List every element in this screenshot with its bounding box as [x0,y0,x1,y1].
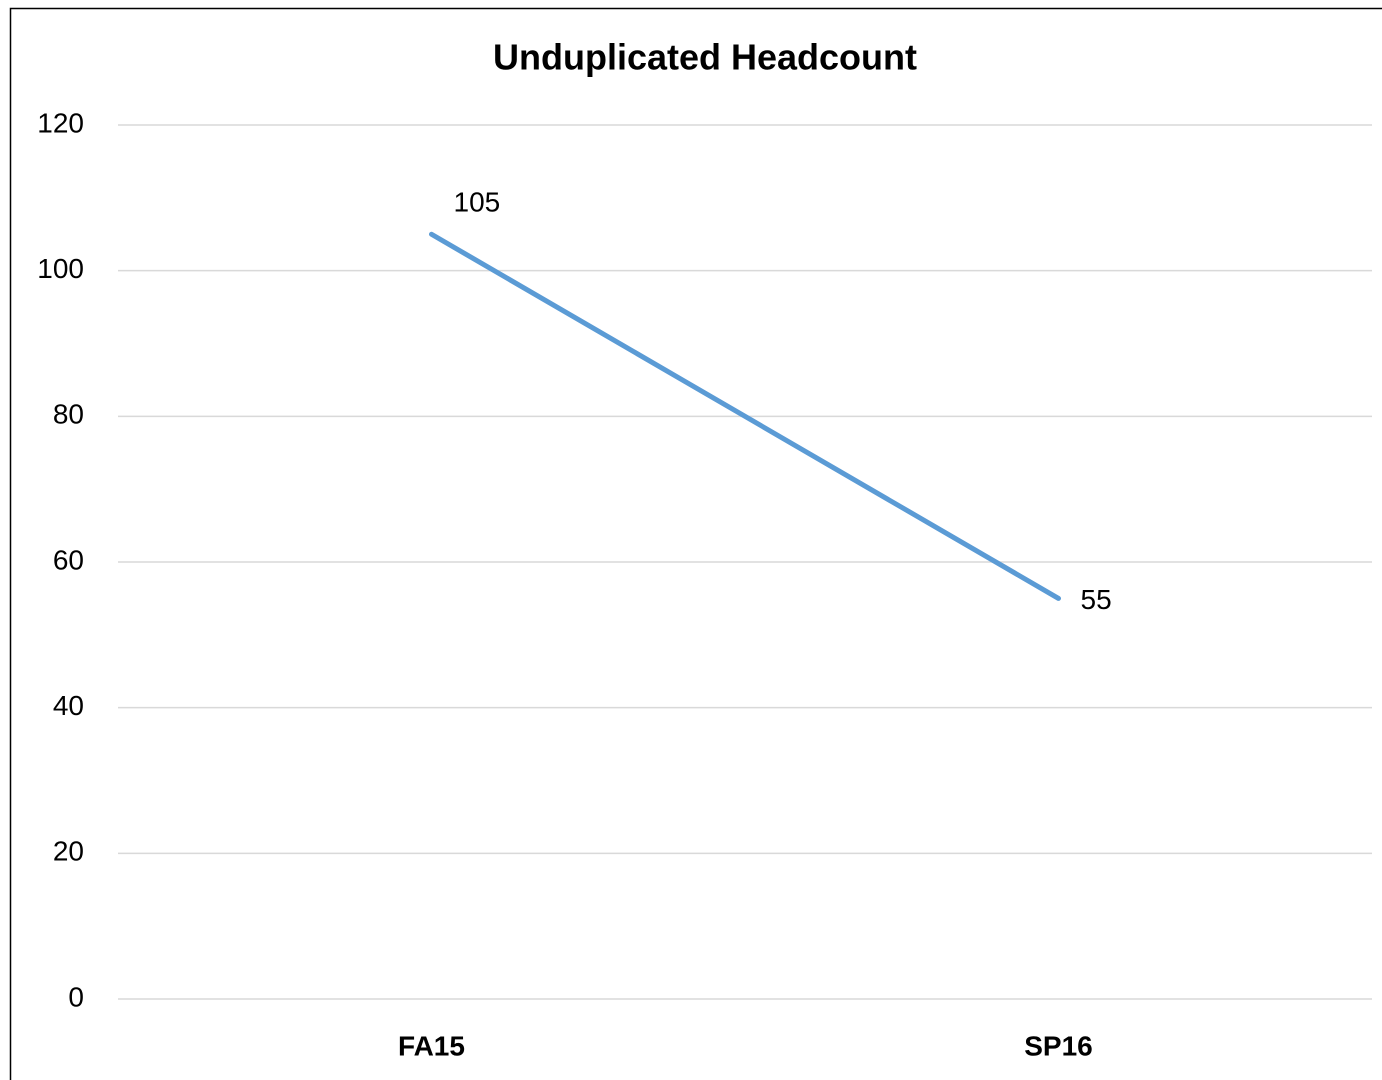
x-tick-label: FA15 [398,1030,465,1061]
chart-title: Unduplicated Headcount [493,37,917,78]
chart-border [9,7,1382,1080]
line [429,231,1061,601]
y-tick-label: 100 [37,253,84,284]
data-label: 55 [1081,584,1112,615]
y-tick-label: 40 [53,690,84,721]
y-tick-label: 120 [37,107,84,138]
y-tick-label: 20 [53,836,84,867]
x-tick-label: SP16 [1024,1030,1093,1061]
y-tick-label: 80 [53,399,84,430]
y-tick-label: 0 [68,981,84,1012]
y-tick-label: 60 [53,544,84,575]
data-label: 105 [454,187,501,218]
